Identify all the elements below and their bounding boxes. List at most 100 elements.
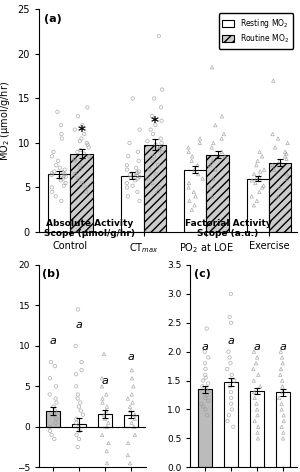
- Point: [208, 161, 212, 169]
- Point: [203, 406, 208, 413]
- Point: [210, 193, 215, 200]
- Point: [129, 366, 134, 374]
- Point: [152, 152, 157, 160]
- Point: [281, 435, 286, 442]
- Point: [50, 184, 54, 191]
- Point: [258, 383, 262, 390]
- Point: [100, 374, 104, 382]
- Bar: [144, 145, 166, 232]
- Point: [129, 174, 134, 181]
- Point: [158, 143, 162, 151]
- Point: [186, 148, 191, 156]
- Point: [135, 175, 140, 182]
- Point: [253, 179, 258, 187]
- Point: [229, 371, 234, 379]
- Point: [156, 33, 161, 40]
- Point: [277, 184, 282, 191]
- Point: [157, 184, 162, 191]
- Point: [125, 184, 130, 191]
- Point: [258, 168, 262, 175]
- Point: [80, 179, 84, 187]
- Point: [228, 290, 233, 298]
- Point: [254, 175, 259, 182]
- Point: [124, 166, 129, 173]
- Point: [280, 354, 284, 361]
- Point: [256, 423, 261, 430]
- Point: [52, 411, 56, 419]
- Text: a: a: [128, 352, 135, 362]
- Point: [285, 139, 290, 147]
- Point: [251, 202, 256, 209]
- Point: [281, 417, 286, 425]
- Point: [54, 399, 59, 406]
- Point: [160, 86, 164, 93]
- Point: [280, 388, 285, 396]
- Point: [74, 419, 79, 427]
- Point: [130, 399, 135, 406]
- Bar: [48, 174, 70, 232]
- Point: [49, 431, 54, 438]
- Point: [275, 193, 280, 200]
- Point: [53, 193, 58, 200]
- Text: a: a: [50, 336, 57, 346]
- Point: [195, 161, 200, 169]
- Bar: [206, 154, 229, 232]
- Point: [229, 400, 234, 407]
- Bar: [46, 411, 61, 427]
- Point: [254, 197, 259, 204]
- Point: [203, 394, 208, 402]
- Text: *: *: [151, 116, 159, 130]
- Point: [76, 391, 80, 398]
- Point: [53, 395, 58, 402]
- Point: [130, 182, 135, 189]
- Point: [256, 435, 260, 442]
- Point: [150, 179, 155, 187]
- Text: a: a: [253, 342, 260, 352]
- Point: [129, 419, 134, 427]
- Point: [137, 197, 142, 204]
- Bar: [124, 415, 139, 427]
- Point: [249, 193, 254, 200]
- Point: [76, 175, 81, 182]
- Point: [85, 103, 90, 111]
- Point: [137, 173, 142, 181]
- Point: [64, 173, 68, 181]
- Bar: [70, 154, 93, 232]
- Point: [137, 126, 142, 134]
- Point: [78, 146, 83, 154]
- Point: [56, 157, 60, 165]
- Point: [207, 184, 212, 191]
- Point: [130, 374, 134, 382]
- Point: [76, 435, 81, 443]
- Point: [50, 188, 55, 196]
- Point: [210, 64, 214, 71]
- Point: [279, 365, 283, 373]
- Point: [106, 439, 111, 447]
- Point: [204, 386, 208, 393]
- Point: [226, 348, 231, 355]
- Point: [134, 164, 139, 172]
- Point: [281, 429, 286, 437]
- Point: [102, 350, 106, 358]
- Point: [255, 406, 260, 413]
- Point: [82, 130, 87, 138]
- Point: [197, 139, 202, 147]
- Text: (a): (a): [44, 14, 62, 24]
- Point: [80, 121, 85, 129]
- Point: [209, 143, 214, 151]
- Point: [279, 423, 284, 430]
- Point: [55, 108, 60, 116]
- Point: [230, 406, 234, 413]
- Point: [252, 388, 257, 396]
- Point: [72, 157, 77, 165]
- Point: [100, 383, 104, 390]
- Point: [254, 360, 258, 367]
- Point: [128, 407, 133, 414]
- Point: [135, 172, 140, 180]
- Point: [187, 179, 191, 187]
- Point: [59, 197, 64, 204]
- Point: [203, 365, 208, 373]
- Point: [284, 175, 289, 182]
- Point: [223, 152, 227, 160]
- Point: [192, 166, 197, 173]
